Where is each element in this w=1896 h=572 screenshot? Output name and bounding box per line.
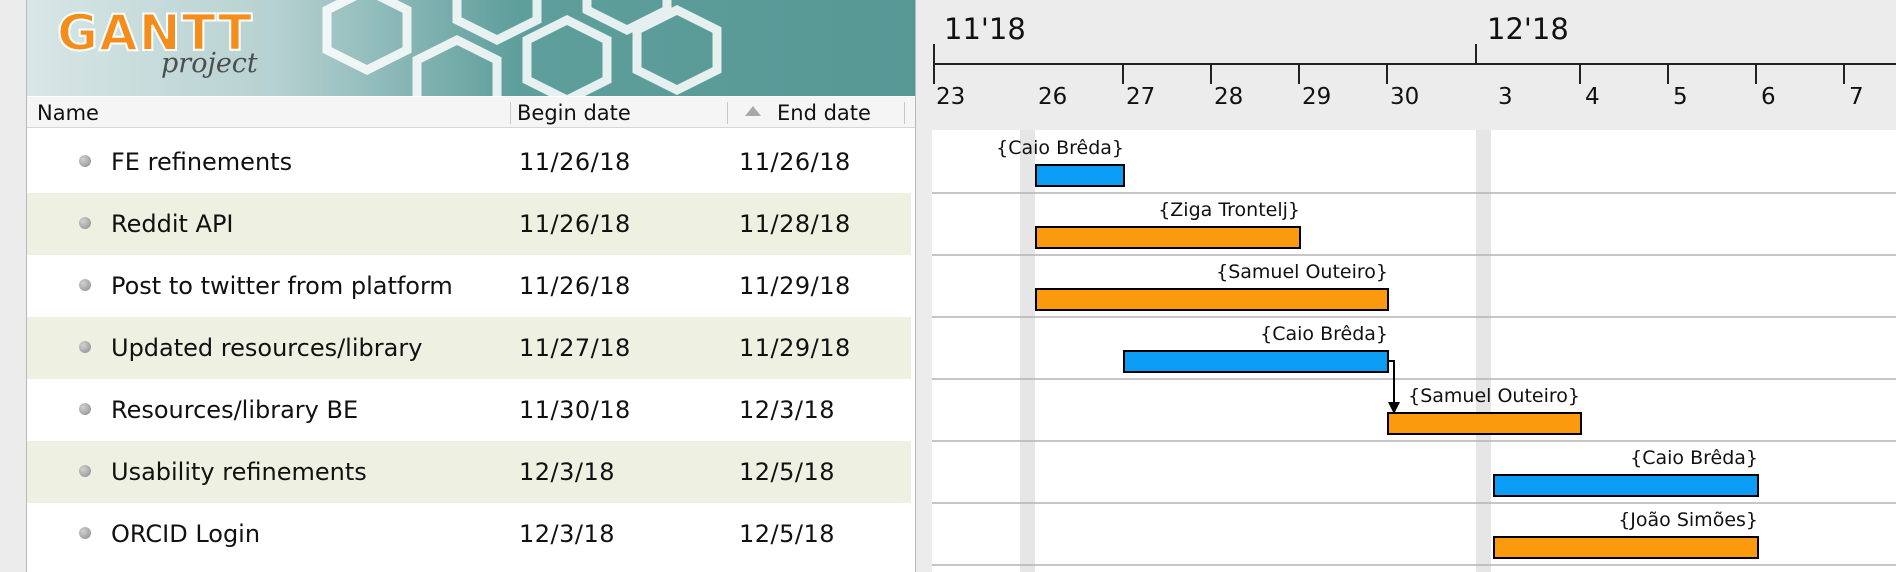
day-label: 4 <box>1585 84 1600 110</box>
column-header-begin-date[interactable]: Begin date <box>517 97 631 127</box>
day-label: 27 <box>1126 84 1155 110</box>
task-name: Usability refinements <box>111 441 367 503</box>
column-divider[interactable] <box>904 102 905 124</box>
task-bullet-icon <box>79 527 91 539</box>
day-label: 23 <box>936 84 965 110</box>
task-row[interactable]: Resources/library BE 11/30/18 12/3/18 <box>27 379 911 441</box>
task-row[interactable]: Reddit API 11/26/18 11/28/18 <box>27 193 911 255</box>
task-bar[interactable] <box>1036 227 1300 248</box>
task-end-date: 11/28/18 <box>739 193 851 255</box>
task-begin-date: 11/26/18 <box>519 193 631 255</box>
task-begin-date: 12/3/18 <box>519 441 615 503</box>
month-label: 12'18 <box>1487 12 1569 46</box>
task-begin-date: 11/26/18 <box>519 131 631 193</box>
task-bar[interactable] <box>1124 351 1388 372</box>
gantt-chart-panel[interactable]: 11'18 12'18 23 26 27 28 29 30 3 4 5 6 7 … <box>932 0 1896 572</box>
task-end-date: 11/29/18 <box>739 255 851 317</box>
task-name: Resources/library BE <box>111 379 358 441</box>
resource-label: {João Simões} <box>1618 509 1758 531</box>
resource-label: {Caio Brêda} <box>1630 447 1758 469</box>
task-begin-date: 11/26/18 <box>519 255 631 317</box>
task-bullet-icon <box>79 217 91 229</box>
task-bar[interactable] <box>1036 289 1388 310</box>
task-row[interactable]: Usability refinements 12/3/18 12/5/18 <box>27 441 911 503</box>
task-bar[interactable] <box>1494 537 1758 558</box>
task-name: FE refinements <box>111 131 292 193</box>
column-header-name[interactable]: Name <box>37 97 99 127</box>
task-row[interactable]: Post to twitter from platform 11/26/18 1… <box>27 255 911 317</box>
day-label: 3 <box>1498 84 1513 110</box>
task-begin-date: 11/27/18 <box>519 317 631 379</box>
task-bar[interactable] <box>1036 165 1124 186</box>
task-bullet-icon <box>79 341 91 353</box>
sort-ascending-icon <box>745 106 761 116</box>
day-label: 6 <box>1761 84 1776 110</box>
resource-label: {Caio Brêda} <box>1260 323 1388 345</box>
task-name: Updated resources/library <box>111 317 422 379</box>
task-end-date: 12/5/18 <box>739 441 835 503</box>
day-label: 28 <box>1214 84 1243 110</box>
task-name: Post to twitter from platform <box>111 255 453 317</box>
task-table-panel: GANTT project Name Begin date End date F… <box>26 0 916 572</box>
day-label: 5 <box>1673 84 1688 110</box>
task-bullet-icon <box>79 465 91 477</box>
task-bullet-icon <box>79 155 91 167</box>
task-name: Reddit API <box>111 193 234 255</box>
resource-label: {Samuel Outeiro} <box>1408 385 1580 407</box>
task-name: ORCID Login <box>111 503 260 565</box>
task-end-date: 12/5/18 <box>739 503 835 565</box>
task-end-date: 12/3/18 <box>739 379 835 441</box>
column-divider[interactable] <box>727 102 728 124</box>
resource-label: {Ziga Trontelj} <box>1158 199 1300 221</box>
column-divider[interactable] <box>510 102 511 124</box>
task-begin-date: 11/30/18 <box>519 379 631 441</box>
task-row[interactable]: ORCID Login 12/3/18 12/5/18 <box>27 503 911 565</box>
resource-label: {Caio Brêda} <box>996 137 1124 159</box>
table-header: Name Begin date End date <box>27 97 915 128</box>
ganttproject-logo-banner: GANTT project <box>27 0 915 96</box>
day-label: 7 <box>1849 84 1864 110</box>
day-label: 26 <box>1038 84 1067 110</box>
day-label: 29 <box>1302 84 1331 110</box>
task-bullet-icon <box>79 279 91 291</box>
task-bar[interactable] <box>1494 475 1758 496</box>
column-header-end-date[interactable]: End date <box>777 97 871 127</box>
month-label: 11'18 <box>944 12 1026 46</box>
project-logo-text: project <box>161 48 258 79</box>
task-begin-date: 12/3/18 <box>519 503 615 565</box>
resource-label: {Samuel Outeiro} <box>1216 261 1388 283</box>
task-end-date: 11/26/18 <box>739 131 851 193</box>
task-bar[interactable] <box>1388 413 1581 434</box>
task-row[interactable]: Updated resources/library 11/27/18 11/29… <box>27 317 911 379</box>
day-label: 30 <box>1390 84 1419 110</box>
task-row[interactable]: FE refinements 11/26/18 11/26/18 <box>27 131 911 193</box>
task-bullet-icon <box>79 403 91 415</box>
task-end-date: 11/29/18 <box>739 317 851 379</box>
